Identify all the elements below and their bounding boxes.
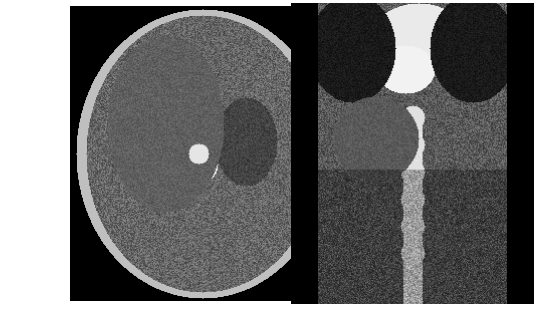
Bar [0, 0, 70, 310]
Bar [0, 301, 539, 310]
Bar [65, 202, 296, 310]
Bar [0, 195, 286, 310]
